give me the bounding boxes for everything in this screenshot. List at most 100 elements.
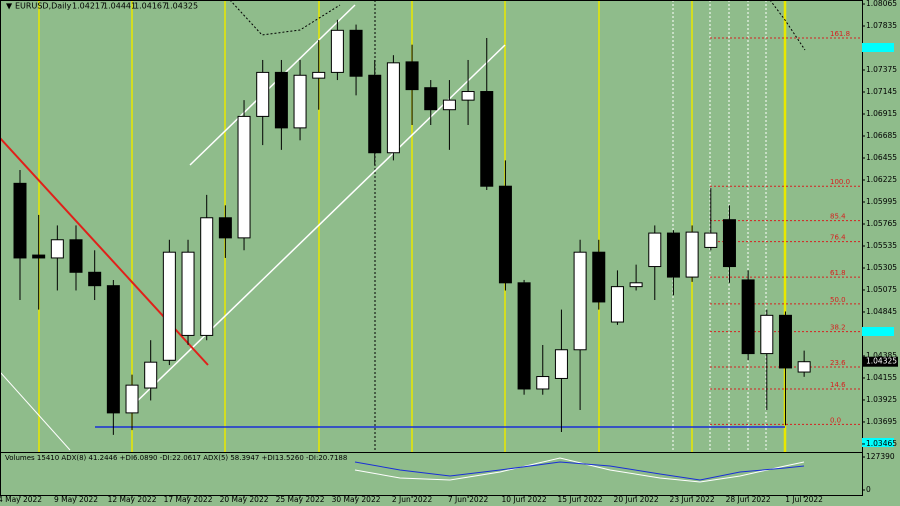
- candle-body: [685, 231, 699, 278]
- y-tick-label: 1.03695: [866, 417, 897, 426]
- y-tick-label: 1.07145: [866, 87, 897, 96]
- candle-body: [648, 232, 662, 268]
- y-tick-label: 1.06455: [866, 153, 897, 162]
- candle-body: [162, 251, 176, 361]
- candle-body: [498, 185, 512, 284]
- band-line: [769, 0, 806, 51]
- candle-body: [741, 279, 755, 355]
- trend-lines: [0, 0, 806, 451]
- band-line: [229, 0, 341, 36]
- fib-label: 14.6: [830, 381, 846, 389]
- x-tick-label: 20 May 2022: [220, 495, 269, 504]
- candle-body: [666, 232, 680, 278]
- candle-body: [536, 376, 550, 390]
- y-tick-label: 1.07835: [866, 21, 897, 30]
- candle-body: [88, 271, 102, 287]
- price-marker: [862, 327, 894, 336]
- candle-body: [760, 314, 774, 355]
- channel-upper: [189, 4, 356, 166]
- candle-body: [704, 232, 718, 248]
- y-tick-label: 1.03925: [866, 395, 897, 404]
- x-tick-label: 20 Jun 2022: [614, 495, 659, 504]
- y-tick-label: 1.04385: [866, 351, 897, 360]
- candle-body: [293, 74, 307, 129]
- header-close: 1.04325: [165, 2, 198, 11]
- volume-tick-label: 0: [866, 485, 871, 494]
- candle-body: [330, 29, 344, 73]
- fib-label: 50.0: [830, 296, 846, 304]
- adx-line: [354, 457, 805, 483]
- candle-body: [442, 99, 456, 111]
- candle-body: [32, 254, 46, 259]
- candle-body: [797, 361, 811, 373]
- candle-body: [778, 314, 792, 369]
- candle-body: [218, 217, 232, 239]
- fib-label: 61.8: [830, 269, 846, 277]
- chart-title: EURUSD,Daily: [15, 2, 72, 11]
- candle-body: [461, 91, 475, 101]
- x-tick-label: 4 May 2022: [0, 495, 42, 504]
- fib-label: 76.4: [830, 234, 846, 242]
- candle-body: [722, 219, 736, 268]
- fib-label: 85.4: [830, 213, 846, 221]
- price-marker: [862, 438, 894, 447]
- y-tick-label: 1.06225: [866, 175, 897, 184]
- candle-body: [349, 29, 363, 77]
- header-high: 1.04441: [103, 2, 136, 11]
- candle-body: [517, 282, 531, 390]
- x-tick-label: 2 Jun 2022: [392, 495, 433, 504]
- y-tick-label: 1.04845: [866, 307, 897, 316]
- y-tick-label: 1.05995: [866, 197, 897, 206]
- fib-label: 100.0: [830, 178, 850, 186]
- indicator-label: Volumes 15410 ADX(8) 41.2446 +DI6.0890 -…: [5, 454, 347, 462]
- x-tick-label: 10 Jun 2022: [502, 495, 547, 504]
- header-low: 1.04167: [134, 2, 167, 11]
- fib-label: 0.0: [830, 416, 841, 424]
- candle-body: [424, 87, 438, 111]
- x-tick-label: 12 May 2022: [108, 495, 157, 504]
- x-tick-label: 17 May 2022: [164, 495, 213, 504]
- candle-body: [629, 282, 643, 288]
- candle-body: [50, 239, 64, 259]
- candle-body: [200, 217, 214, 336]
- candle-body: [237, 115, 251, 239]
- y-tick-label: 1.05075: [866, 285, 897, 294]
- header-open: 1.04217: [72, 2, 105, 11]
- y-tick-label: 1.05305: [866, 263, 897, 272]
- candle-body: [480, 91, 494, 187]
- candle-body: [610, 286, 624, 323]
- indicator-lines: [354, 457, 805, 483]
- candle-body: [181, 251, 195, 336]
- candle-body: [312, 71, 326, 79]
- indicator-border: [0, 452, 863, 496]
- last-price-box: [862, 356, 898, 367]
- header-arrow: ▼: [6, 2, 13, 11]
- di-line: [354, 461, 805, 481]
- x-tick-label: 15 Jun 2022: [558, 495, 603, 504]
- last-price-label: 1.04325: [866, 357, 897, 366]
- y-tick-label: 1.05535: [866, 241, 897, 250]
- y-tick-label: 1.05765: [866, 219, 897, 228]
- fib-label: 161.8: [830, 30, 850, 38]
- x-tick-label: 1 Jul 2022: [785, 495, 823, 504]
- y-tick-label: 1.06915: [866, 109, 897, 118]
- y-tick-label: 1.04155: [866, 373, 897, 382]
- y-tick-label: 1.03465: [866, 439, 897, 448]
- fib-label: 38.2: [830, 324, 846, 332]
- y-tick-label: 1.08065: [866, 0, 897, 8]
- x-tick-label: 9 May 2022: [54, 495, 98, 504]
- candle-body: [256, 71, 270, 117]
- price-marker: [862, 43, 894, 52]
- x-tick-label: 30 May 2022: [332, 495, 381, 504]
- volume-tick-label: 127390: [866, 452, 895, 461]
- candle-body: [69, 239, 83, 273]
- dotted-lines: [374, 0, 767, 452]
- fib-label: 23.6: [830, 359, 846, 367]
- candle-body: [274, 71, 288, 129]
- header: ▼ EURUSD,Daily 1.04217 1.04441 1.04167 1…: [6, 2, 198, 11]
- x-tick-label: 7 Jun 2022: [448, 495, 489, 504]
- channel-lower: [127, 44, 506, 411]
- y-tick-label: 1.07375: [866, 65, 897, 74]
